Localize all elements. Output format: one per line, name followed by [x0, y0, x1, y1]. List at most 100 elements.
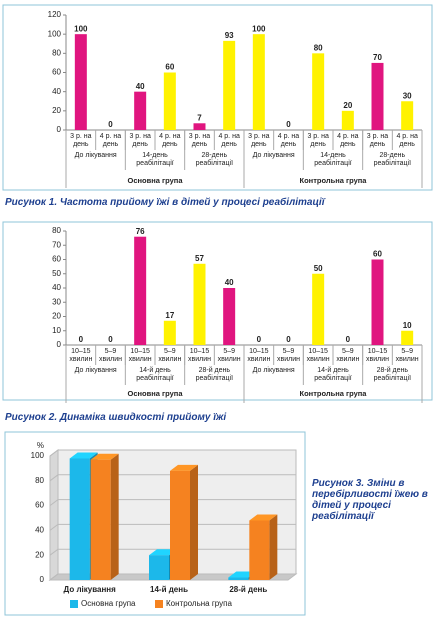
bar: [163, 320, 176, 345]
bar: [223, 288, 236, 345]
value-label: 0: [286, 335, 291, 344]
x-tick-label: 3 р. на день: [188, 133, 211, 148]
bar: [401, 330, 414, 345]
bar-top: [69, 452, 98, 459]
subgroup-label: 14-й день реабілітації: [314, 367, 352, 382]
value-label: 30: [403, 91, 412, 100]
bar: [74, 34, 87, 130]
y-tick-label: 20: [35, 550, 44, 559]
y-tick-label: 50: [52, 269, 61, 278]
x-tick-label: 3 р. на день: [70, 133, 92, 148]
subgroup-label: До лікування: [252, 152, 295, 159]
y-tick-label: 40: [35, 526, 44, 535]
legend-swatch: [70, 600, 78, 608]
value-label: 100: [252, 24, 266, 33]
legend-swatch: [155, 600, 163, 608]
x-tick-label: 14-й день: [150, 585, 188, 594]
x-tick-label: 3 р. на день: [307, 133, 329, 148]
bar-side: [190, 464, 198, 580]
bar: [223, 40, 236, 130]
value-label: 70: [373, 53, 382, 62]
x-tick-label: 3 р. на день: [248, 133, 270, 148]
subgroup-label: 28-й день реабілітації: [195, 367, 234, 382]
value-label: 0: [108, 335, 113, 344]
x-tick-label: 10–15 хвилин: [128, 348, 152, 363]
bar: [371, 62, 384, 130]
x-tick-label: 4 р. на день: [99, 133, 122, 148]
group-label: Контрольна група: [299, 176, 367, 185]
y-tick-label: 70: [52, 240, 61, 249]
bar: [312, 273, 325, 345]
legend-label: Контрольна група: [166, 599, 232, 608]
value-label: 0: [108, 120, 113, 129]
bar: [401, 101, 414, 130]
y-tick-label: 40: [52, 283, 61, 292]
grid-line: [49, 499, 296, 507]
value-label: 20: [343, 101, 352, 110]
value-label: 50: [314, 264, 323, 273]
value-label: 40: [136, 82, 145, 91]
y-tick-label: 40: [52, 87, 61, 96]
bar: [69, 458, 90, 580]
x-tick-label: 28-й день: [229, 585, 267, 594]
x-tick-label: 4 р. на день: [218, 133, 240, 148]
x-tick-label: 4 р. на день: [159, 133, 181, 148]
bar: [149, 555, 169, 580]
chart-frame: [2, 221, 433, 401]
subgroup-label: До лікування: [74, 152, 117, 159]
subgroup-label: 28-день реабілітації: [373, 152, 412, 167]
value-label: 10: [403, 321, 412, 330]
y-tick-label: 20: [52, 312, 61, 321]
y-axis-label: %: [37, 441, 44, 450]
value-label: 93: [225, 31, 234, 40]
chart-frame: [4, 431, 306, 616]
x-tick-label: 3 р. на день: [129, 133, 151, 148]
group-label: Основна група: [127, 176, 183, 185]
x-tick-label: 4 р. на день: [277, 133, 300, 148]
value-label: 0: [286, 120, 291, 129]
chart-caption: Рисунок 1. Частота прийому їжі в дітей у…: [5, 197, 325, 208]
grid-line: [49, 573, 296, 581]
bar: [90, 459, 111, 580]
value-label: 0: [257, 335, 262, 344]
value-label: 0: [346, 335, 351, 344]
grid-line: [49, 449, 296, 457]
value-label: 76: [136, 227, 145, 236]
y-tick-label: 20: [52, 106, 61, 115]
bar-top: [90, 453, 119, 460]
bar: [193, 263, 206, 345]
bar: [252, 34, 265, 130]
bar: [134, 236, 147, 345]
x-tick-label: 10–15 хвилин: [247, 348, 271, 363]
bar: [249, 520, 270, 580]
x-tick-label: 10–15 хвилин: [365, 348, 389, 363]
y-tick-label: 0: [57, 125, 62, 134]
grid-line: [49, 548, 296, 556]
subgroup-label: 28-й день реабілітації: [373, 367, 412, 382]
x-tick-label: 3 р. на день: [366, 133, 389, 148]
bar: [371, 259, 384, 345]
x-tick-label: 5–9 хвилин: [336, 348, 360, 363]
bar-top: [170, 464, 198, 471]
value-label: 60: [165, 63, 174, 72]
x-tick-label: 5–9 хвилин: [217, 348, 241, 363]
y-tick-label: 120: [48, 10, 62, 19]
bar: [170, 470, 190, 580]
y-tick-label: 100: [31, 451, 45, 460]
grid-line: [49, 474, 296, 482]
bar-side: [110, 453, 119, 580]
value-label: 0: [79, 335, 84, 344]
subgroup-label: 14-день реабілітації: [136, 152, 174, 167]
chart-caption: Рисунок 3. Зміни в перебірливості їжею в…: [312, 478, 428, 522]
bar: [312, 53, 325, 131]
value-label: 80: [314, 43, 323, 52]
bar: [228, 577, 249, 580]
y-tick-label: 80: [52, 48, 61, 57]
value-label: 60: [373, 250, 382, 259]
y-tick-label: 60: [52, 255, 61, 264]
chart-caption: Рисунок 2. Динаміка швидкості прийому їж…: [5, 412, 227, 423]
bar: [163, 72, 176, 130]
group-label: Контрольна група: [299, 389, 367, 398]
group-label: Основна група: [127, 389, 183, 398]
